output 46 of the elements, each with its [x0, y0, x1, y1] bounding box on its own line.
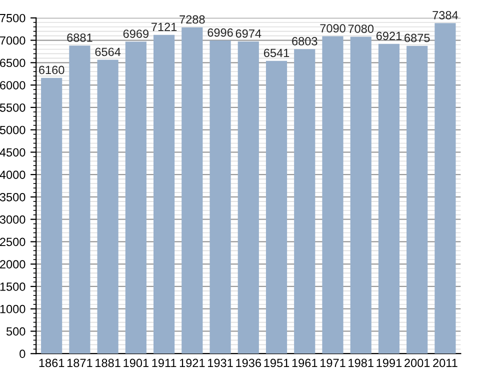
x-tick-label: 1871	[67, 358, 92, 368]
x-tick-label: 1961	[292, 358, 318, 368]
x-tick-label: 1901	[124, 358, 148, 368]
data-label: 6875	[404, 34, 430, 42]
data-label: 6974	[236, 29, 262, 38]
data-label: 7121	[152, 22, 177, 32]
y-tick-label: 0	[20, 350, 26, 358]
data-label: 6881	[67, 34, 92, 42]
y-tick-label: 5500	[0, 103, 26, 112]
y-tick-label: 4000	[0, 170, 26, 179]
y-tick-label: 4500	[0, 148, 26, 157]
x-tick-label: 1991	[376, 358, 402, 368]
y-tick-label: 500	[6, 327, 26, 336]
data-label: 6921	[376, 32, 402, 40]
y-tick-label: 6000	[0, 81, 26, 90]
x-tick-label: 2011	[433, 358, 458, 368]
x-tick-label: 1911	[152, 358, 176, 368]
y-tick-label: 7000	[0, 36, 26, 45]
x-tick-label: 1951	[264, 358, 290, 368]
y-tick-label: 2500	[0, 238, 26, 246]
y-tick-label: 5000	[0, 126, 26, 134]
y-tick-label: 6500	[0, 58, 26, 68]
x-tick-label: 1921	[180, 358, 205, 368]
data-label: 7384	[432, 11, 458, 20]
x-tick-label: 1861	[39, 358, 64, 368]
x-tick-label: 1981	[348, 358, 374, 368]
y-tick-label: 3500	[0, 192, 26, 202]
x-tick-label: 1931	[208, 358, 233, 368]
data-label: 6564	[95, 48, 121, 56]
y-tick-label: 3000	[0, 215, 26, 224]
x-tick-label: 1881	[96, 358, 120, 368]
y-tick-label: 1500	[0, 282, 26, 291]
x-tick-label: 1936	[236, 358, 262, 368]
data-label: 6996	[208, 28, 233, 37]
data-label: 6160	[39, 66, 64, 74]
y-tick-label: 7500	[0, 14, 26, 22]
x-tick-label: 1971	[320, 358, 346, 368]
data-label: 7090	[320, 24, 346, 33]
data-label: 6541	[264, 48, 290, 58]
data-label: 7080	[348, 24, 374, 33]
y-tick-label: 1000	[0, 304, 26, 314]
data-label: 6969	[123, 30, 148, 38]
y-tick-label: 2000	[0, 260, 26, 268]
data-label: 6803	[292, 37, 318, 46]
x-tick-label: 2001	[404, 358, 430, 368]
data-label: 7288	[180, 15, 205, 24]
